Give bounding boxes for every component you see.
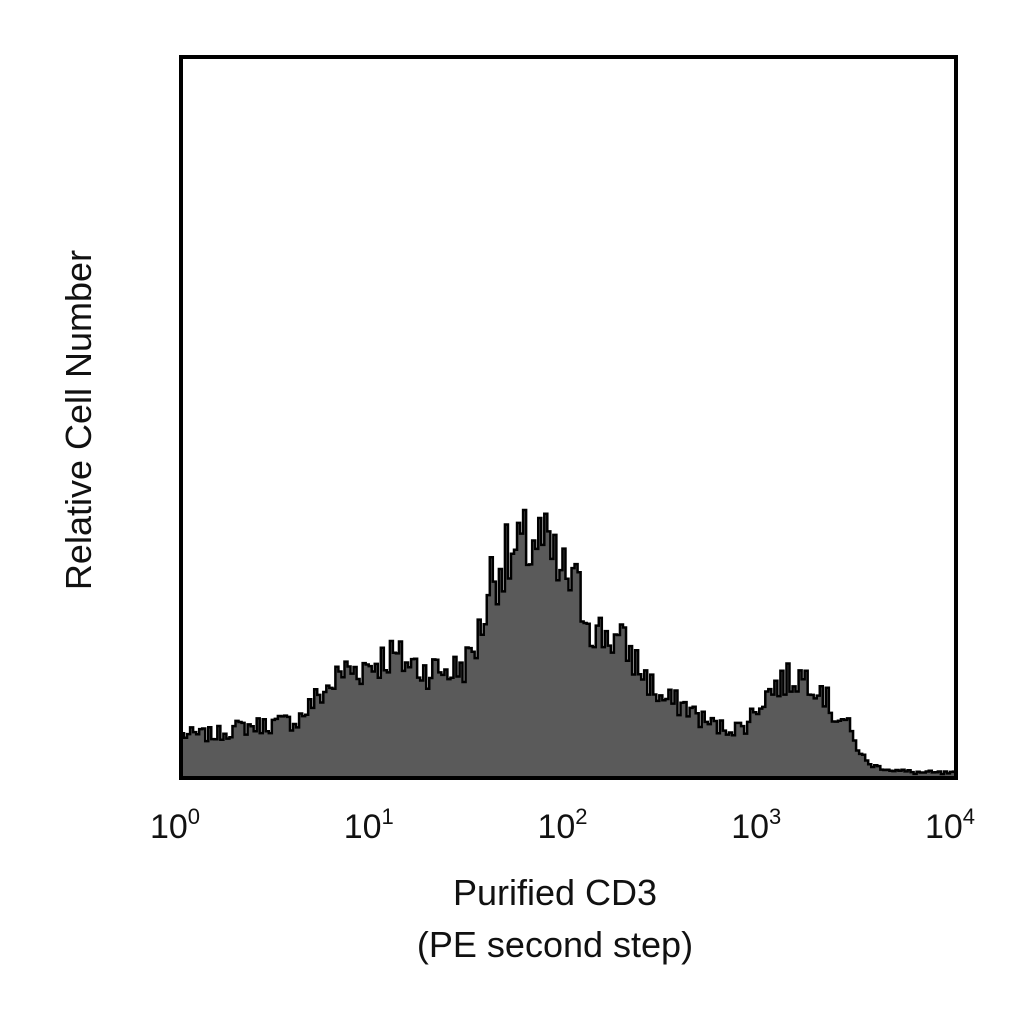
x-tick-label: 100 — [150, 804, 200, 846]
histogram-outline — [181, 508, 956, 776]
x-tick-label: 104 — [925, 804, 975, 846]
x-axis-title-line-2: (PE second step) — [417, 924, 693, 965]
x-tick-label: 102 — [537, 804, 587, 846]
x-axis-ticks: 100 101 102 103 104 — [150, 804, 975, 846]
x-axis-title-line-1: Purified CD3 — [453, 872, 657, 913]
y-axis-title: Relative Cell Number — [58, 250, 99, 590]
x-tick-label: 103 — [731, 804, 781, 846]
histogram-fill — [181, 510, 956, 778]
histogram-series — [181, 508, 956, 778]
x-tick-label: 101 — [344, 804, 394, 846]
plot-frame — [179, 55, 958, 780]
